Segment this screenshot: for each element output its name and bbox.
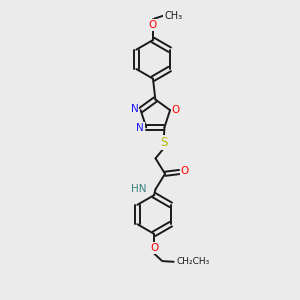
Text: HN: HN (131, 184, 147, 194)
Text: N: N (131, 104, 139, 114)
Text: O: O (172, 105, 180, 115)
Text: CH₂CH₃: CH₂CH₃ (177, 257, 210, 266)
Text: O: O (149, 20, 157, 30)
Text: N: N (136, 123, 144, 133)
Text: CH₃: CH₃ (164, 11, 182, 21)
Text: S: S (160, 136, 167, 149)
Text: O: O (181, 167, 189, 176)
Text: O: O (150, 243, 158, 253)
